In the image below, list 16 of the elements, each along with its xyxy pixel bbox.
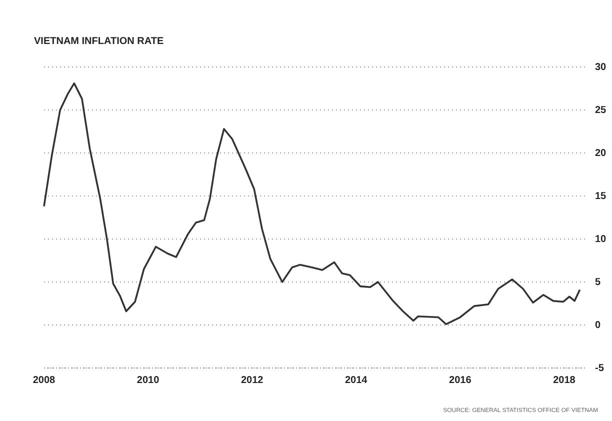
x-tick-label: 2010 bbox=[136, 375, 160, 386]
line-series bbox=[43, 82, 581, 326]
y-tick-label: 5 bbox=[595, 277, 601, 288]
y-tick-label: 25 bbox=[595, 105, 607, 116]
y-tick-label: -5 bbox=[595, 363, 604, 374]
x-tick-label: 2012 bbox=[240, 375, 264, 386]
y-tick-label: 10 bbox=[595, 234, 607, 246]
y-tick-label: 0 bbox=[595, 320, 601, 332]
x-tick-label: 2018 bbox=[553, 375, 576, 386]
x-tick-label: 2016 bbox=[449, 375, 472, 386]
x-tick-label: 2014 bbox=[344, 375, 368, 386]
y-tick-label: 20 bbox=[595, 148, 607, 160]
y-tick-label: 30 bbox=[595, 62, 607, 74]
y-tick-label: 15 bbox=[595, 191, 607, 202]
x-tick-label: 2008 bbox=[32, 375, 56, 386]
chart-title: VIETNAM INFLATION RATE bbox=[34, 36, 164, 47]
